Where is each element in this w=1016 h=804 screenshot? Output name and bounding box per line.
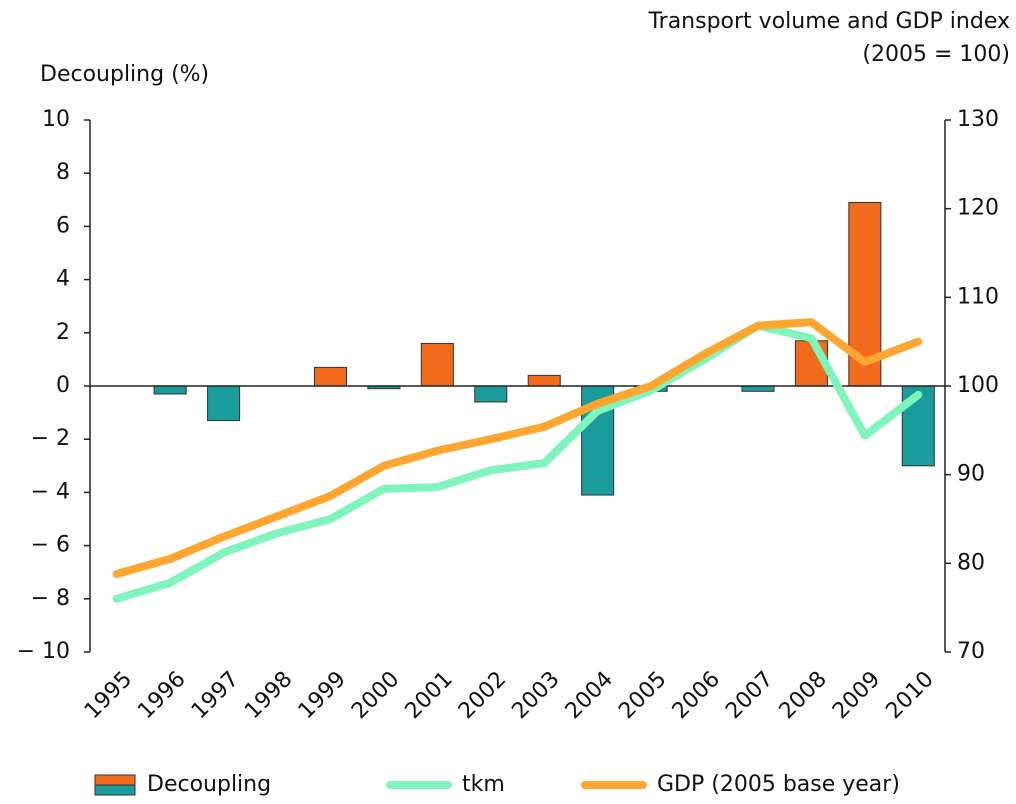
- x-tick-label: 2000: [347, 667, 404, 724]
- y-tick-label: 2: [56, 320, 70, 345]
- y2-tick-label: 110: [957, 284, 999, 309]
- y-tick-label: − 4: [31, 479, 70, 504]
- x-tick-label: 2003: [507, 667, 564, 724]
- legend-label: tkm: [462, 772, 505, 797]
- line: [112, 321, 923, 603]
- y2-tick-label: 120: [957, 196, 999, 221]
- x-tick-label: 2009: [828, 667, 885, 724]
- y-tick-label: 0: [56, 373, 70, 398]
- x-tick-label: 2008: [775, 667, 832, 724]
- bar: [313, 366, 347, 387]
- x-tick-label: 2006: [668, 667, 725, 724]
- legend-label: GDP (2005 base year): [657, 772, 900, 797]
- y2-tick-label: 80: [957, 550, 985, 575]
- y2-tick-label: 130: [957, 107, 999, 132]
- y2-tick-label: 70: [957, 639, 985, 664]
- x-tick-label: 2004: [561, 667, 618, 724]
- y2-axis-label: (2005 = 100): [862, 42, 1010, 67]
- y2-tick-label: 100: [957, 373, 999, 398]
- x-tick-label: 1998: [240, 667, 297, 724]
- y-tick-label: 10: [42, 107, 70, 132]
- bar: [207, 385, 241, 422]
- legend-swatch: [94, 774, 136, 786]
- y-tick-label: 8: [56, 160, 70, 185]
- y-tick-label: − 2: [31, 426, 70, 451]
- y-tick-label: − 10: [17, 639, 70, 664]
- line: [112, 318, 923, 578]
- x-tick-label: 2010: [881, 667, 938, 724]
- x-tick-label: 1999: [294, 667, 351, 724]
- y-tick-label: 6: [56, 213, 70, 238]
- legend-label: Decoupling: [147, 772, 271, 797]
- y-tick-label: 4: [56, 267, 70, 292]
- y-tick-label: − 8: [31, 586, 70, 611]
- x-tick-label: 1997: [187, 667, 244, 724]
- bar: [527, 374, 561, 387]
- x-tick-label: 2007: [721, 667, 778, 724]
- x-tick-label: 2001: [401, 667, 458, 724]
- x-tick-label: 1995: [80, 667, 137, 724]
- bar: [741, 385, 775, 392]
- legend-swatch: [94, 784, 136, 796]
- x-tick-label: 1996: [133, 667, 190, 724]
- x-tick-label: 2002: [454, 667, 511, 724]
- bar: [474, 385, 508, 403]
- y2-tick-label: 90: [957, 462, 985, 487]
- x-tick-label: 2005: [614, 667, 671, 724]
- bar: [153, 385, 187, 395]
- y-tick-label: − 6: [31, 533, 70, 558]
- y-axis-label: Decoupling (%): [40, 62, 209, 87]
- bar: [420, 342, 454, 387]
- y2-axis-label: Transport volume and GDP index: [647, 9, 1010, 34]
